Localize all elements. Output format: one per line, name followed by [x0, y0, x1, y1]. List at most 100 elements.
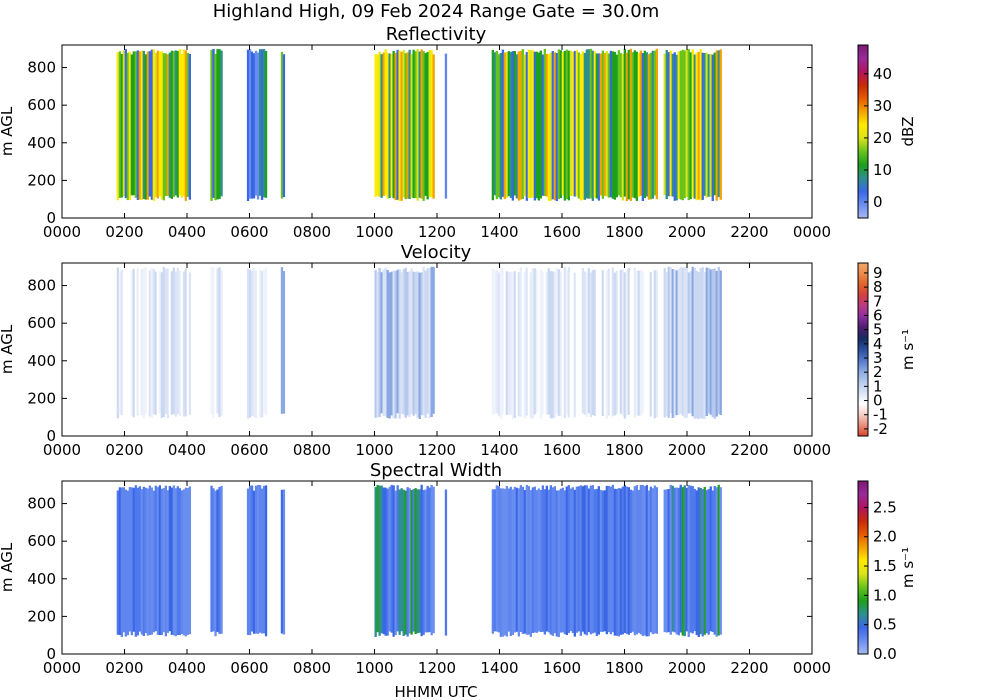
- echo-stripe: [635, 270, 638, 416]
- echo-stripe: [428, 487, 431, 633]
- echo-stripe: [707, 54, 710, 197]
- echo-stripe: [571, 268, 574, 419]
- echo-stripe: [603, 490, 606, 632]
- echo-stripe: [587, 488, 590, 633]
- echo-stripe: [535, 51, 538, 199]
- echo-stripe: [406, 52, 409, 199]
- echo-stripe: [511, 489, 514, 635]
- echo-stripe: [719, 487, 722, 635]
- echo-stripe: [625, 486, 628, 634]
- echo-stripe: [432, 486, 435, 634]
- echo-stripe: [388, 53, 391, 199]
- echo-stripe: [186, 53, 189, 197]
- echo-stripe: [623, 272, 626, 419]
- echo-stripe: [254, 50, 258, 196]
- x-tick-label: 0800: [293, 441, 331, 459]
- echo-block: [210, 485, 223, 637]
- colorbar-tick-label: 30: [873, 97, 892, 115]
- echo-stripe: [176, 50, 179, 198]
- echo-stripe: [717, 50, 720, 198]
- echo-stripe: [589, 272, 592, 418]
- echo-stripe: [525, 484, 528, 635]
- y-tick-label: 600: [27, 532, 56, 550]
- echo-stripe: [214, 271, 217, 419]
- echo-stripe: [414, 488, 417, 634]
- echo-stripe: [691, 49, 694, 198]
- echo-stripe: [705, 52, 708, 198]
- echo-stripe: [673, 52, 676, 201]
- x-tick-label: 1000: [355, 659, 393, 677]
- echo-stripe: [511, 272, 514, 419]
- echo-stripe: [541, 54, 544, 196]
- y-axis-label: m AGL: [0, 542, 16, 592]
- echo-stripe: [557, 49, 560, 200]
- echo-stripe: [601, 269, 604, 416]
- echo-stripe: [414, 271, 417, 414]
- echo-stripe: [621, 269, 624, 416]
- echo-stripe: [675, 270, 678, 416]
- echo-stripe: [525, 52, 528, 201]
- echo-stripe: [260, 49, 264, 201]
- x-tick-label: 0600: [230, 223, 268, 241]
- echo-stripe: [547, 268, 550, 415]
- echo-stripe: [585, 49, 588, 199]
- echo-stripe: [611, 51, 614, 199]
- echo-stripe: [697, 271, 700, 420]
- echo-stripe: [428, 50, 431, 197]
- echo-stripe: [519, 50, 522, 200]
- echo-stripe: [416, 271, 419, 418]
- echo-stripe: [653, 270, 656, 419]
- echo-stripe: [523, 54, 526, 197]
- echo-stripe: [220, 270, 223, 416]
- echo-stripe: [695, 490, 698, 636]
- echo-stripe: [118, 487, 121, 635]
- echo-stripe: [669, 267, 672, 414]
- echo-stripe: [685, 487, 688, 632]
- echo-stripe: [561, 51, 564, 196]
- echo-stripe: [517, 488, 520, 637]
- echo-stripe: [398, 50, 401, 202]
- echo-stripe: [521, 49, 524, 199]
- echo-stripe: [631, 270, 634, 419]
- echo-stripe: [575, 486, 578, 633]
- echo-stripe: [711, 54, 714, 201]
- echo-stripe: [625, 52, 628, 202]
- echo-stripe: [212, 48, 215, 198]
- echo-stripe: [537, 269, 540, 414]
- echo-stripe: [495, 50, 498, 200]
- echo-stripe: [491, 489, 494, 634]
- y-tick-label: 400: [27, 352, 56, 370]
- echo-stripe: [643, 486, 646, 636]
- echo-stripe: [633, 486, 636, 636]
- echo-stripe: [154, 271, 157, 415]
- colorbar-tick-label: 9: [873, 264, 883, 282]
- echo-stripe: [505, 486, 508, 637]
- echo-stripe: [130, 487, 133, 636]
- echo-stripe: [655, 48, 658, 200]
- echo-stripe: [444, 270, 448, 418]
- echo-stripe: [406, 487, 409, 637]
- x-tick-label: 0200: [105, 223, 143, 241]
- colorbar-label: m s⁻¹: [899, 547, 917, 588]
- echo-stripe: [118, 51, 121, 199]
- echo-stripe: [172, 485, 175, 636]
- echo-stripe: [420, 484, 423, 637]
- echo-stripe: [154, 52, 157, 198]
- echo-stripe: [150, 487, 153, 635]
- echo-stripe: [645, 270, 648, 415]
- echo-stripe: [280, 489, 284, 634]
- echo-stripe: [639, 485, 642, 635]
- x-tick-label: 1600: [543, 223, 581, 241]
- echo-stripe: [717, 266, 720, 415]
- echo-stripe: [164, 268, 167, 414]
- echo-stripe: [182, 49, 185, 197]
- echo-stripe: [282, 271, 286, 414]
- colorbar-tick-label: 3: [873, 349, 883, 367]
- echo-stripe: [408, 488, 411, 634]
- echo-stripe: [174, 50, 177, 196]
- x-tick-label: 0000: [793, 659, 831, 677]
- echo-stripe: [715, 50, 718, 201]
- echo-stripe: [571, 51, 574, 196]
- echo-stripe: [140, 489, 143, 635]
- echo-block: [663, 49, 722, 201]
